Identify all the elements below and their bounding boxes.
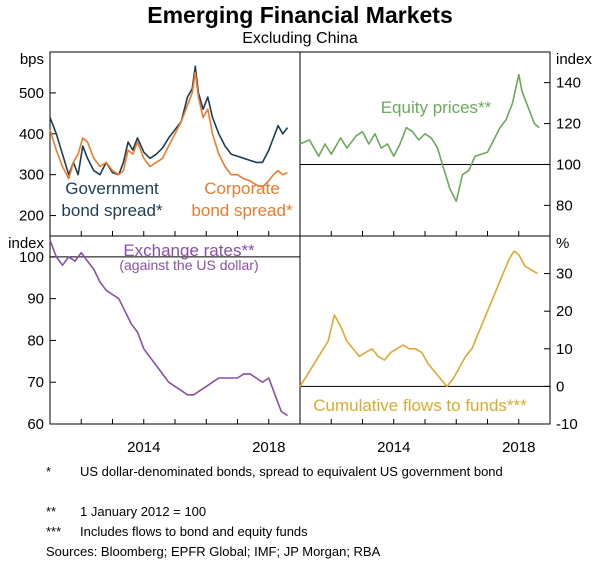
y-tick-label: 300: [19, 167, 44, 184]
chart-subtitle: Excluding China: [242, 30, 358, 47]
y-tick-label: 140: [556, 75, 581, 92]
footnote-text: Includes flows to bond and equity funds: [80, 524, 308, 539]
y-tick-label: 60: [27, 416, 44, 433]
y-axis-unit-label: index: [556, 51, 592, 68]
footnote-text: 1 January 2012 = 100: [80, 504, 207, 519]
y-tick-label: 30: [556, 266, 573, 283]
footnote-mark: *: [46, 464, 52, 479]
chart-title: Emerging Financial Markets: [147, 2, 453, 28]
y-tick-label: 400: [19, 126, 44, 143]
y-tick-label: 0: [556, 378, 564, 395]
series-line: [49, 71, 288, 188]
y-tick-label: 100: [556, 156, 581, 173]
series-label: Exchange rates**: [123, 241, 255, 260]
x-tick-label: 2014: [127, 439, 160, 456]
y-tick-label: 120: [556, 116, 581, 133]
y-tick-label: 10: [556, 341, 573, 358]
series-line: [49, 65, 289, 176]
x-tick-label: 2018: [252, 439, 285, 456]
series-label: Equity prices**: [381, 98, 492, 117]
footnote-text: US dollar-denominated bonds, spread to e…: [80, 464, 503, 479]
y-tick-label: 90: [27, 291, 44, 308]
y-tick-label: 500: [19, 85, 44, 102]
series-label: Cumulative flows to funds***: [313, 396, 527, 415]
series-line: [299, 250, 538, 388]
series-line: [299, 73, 540, 202]
y-axis-unit-label: bps: [20, 51, 44, 68]
series-label: bond spread*: [61, 201, 163, 220]
x-tick-label: 2014: [377, 439, 410, 456]
series-label: bond spread*: [191, 201, 293, 220]
y-axis-unit-label: %: [556, 235, 569, 252]
y-tick-label: 70: [27, 374, 44, 391]
footnote-mark: **: [46, 504, 57, 519]
y-tick-label: 80: [27, 332, 44, 349]
y-tick-label: 80: [556, 197, 573, 214]
series-label: Corporate: [204, 179, 280, 198]
series-label: Government: [65, 179, 159, 198]
y-tick-label: 100: [19, 249, 44, 266]
series-sublabel: (against the US dollar): [119, 257, 258, 273]
y-axis-unit-label: index: [8, 235, 44, 252]
y-tick-label: -10: [556, 416, 578, 433]
y-tick-label: 200: [19, 208, 44, 225]
x-tick-label: 2018: [502, 439, 535, 456]
sources-note: Sources: Bloomberg; EPFR Global; IMF; JP…: [46, 544, 381, 559]
footnote-mark: ***: [46, 524, 62, 539]
y-tick-label: 20: [556, 303, 573, 320]
series-line: [49, 239, 288, 417]
